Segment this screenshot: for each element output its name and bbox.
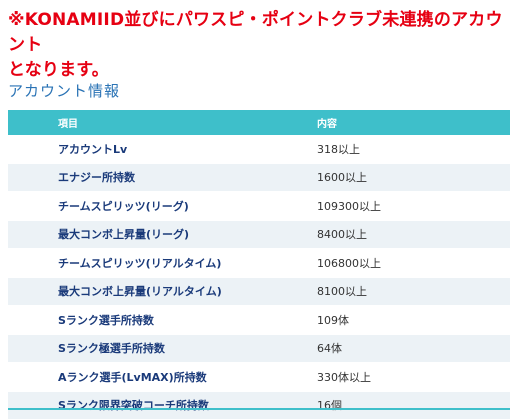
table-row: アカウントLv 318以上 bbox=[8, 135, 510, 164]
table-row: Sランク選手所持数 109体 bbox=[8, 305, 510, 335]
row-item: エナジー所持数 bbox=[8, 163, 309, 192]
table-row: チームスピリッツ(リーグ) 109300以上 bbox=[8, 191, 510, 221]
row-value: 318以上 bbox=[309, 135, 510, 164]
account-notice-line2: となります。 bbox=[8, 60, 109, 80]
row-item: Sランク選手所持数 bbox=[8, 305, 309, 335]
account-notice-line1: ※KONAMIID並びにパワスピ・ポイントクラブ未連携のアカウント bbox=[8, 10, 503, 55]
row-value: 8100以上 bbox=[309, 277, 510, 306]
table-row: チームスピリッツ(リアルタイム) 106800以上 bbox=[8, 248, 510, 278]
row-item: アカウントLv bbox=[8, 135, 309, 164]
table-header-row: 項目 内容 bbox=[8, 110, 510, 135]
row-value: 64体 bbox=[309, 334, 510, 363]
header-value: 内容 bbox=[309, 110, 510, 135]
account-info-table: 項目 内容 アカウントLv 318以上 エナジー所持数 1600以上 チームスピ… bbox=[8, 110, 510, 420]
row-item: Aランク選手(LvMAX)所持数 bbox=[8, 362, 309, 392]
table-row: Sランク限界突破コーチ所持数 16個 bbox=[8, 391, 510, 420]
row-item: Sランク極選手所持数 bbox=[8, 334, 309, 363]
row-item: チームスピリッツ(リーグ) bbox=[8, 191, 309, 221]
row-value: 330体以上 bbox=[309, 362, 510, 392]
row-value: 106800以上 bbox=[309, 248, 510, 278]
table-row: Sランク極選手所持数 64体 bbox=[8, 334, 510, 363]
row-value: 109体 bbox=[309, 305, 510, 335]
row-item: 最大コンボ上昇量(リアルタイム) bbox=[8, 277, 309, 306]
table-row: Aランク選手(LvMAX)所持数 330体以上 bbox=[8, 362, 510, 392]
row-item: 最大コンボ上昇量(リーグ) bbox=[8, 220, 309, 249]
row-value: 1600以上 bbox=[309, 163, 510, 192]
table-row: エナジー所持数 1600以上 bbox=[8, 163, 510, 192]
row-item: チームスピリッツ(リアルタイム) bbox=[8, 248, 309, 278]
table-row: 最大コンボ上昇量(リーグ) 8400以上 bbox=[8, 220, 510, 249]
row-item: Sランク限界突破コーチ所持数 bbox=[8, 391, 309, 420]
table-row: 最大コンボ上昇量(リアルタイム) 8100以上 bbox=[8, 277, 510, 306]
row-value: 16個 bbox=[309, 391, 510, 420]
section-title: アカウント情報 bbox=[8, 82, 121, 100]
table-bottom-divider bbox=[8, 408, 510, 410]
row-value: 109300以上 bbox=[309, 191, 510, 221]
header-item: 項目 bbox=[8, 110, 309, 135]
row-value: 8400以上 bbox=[309, 220, 510, 249]
account-notice: ※KONAMIID並びにパワスピ・ポイントクラブ未連携のアカウント となります。 bbox=[8, 8, 514, 83]
